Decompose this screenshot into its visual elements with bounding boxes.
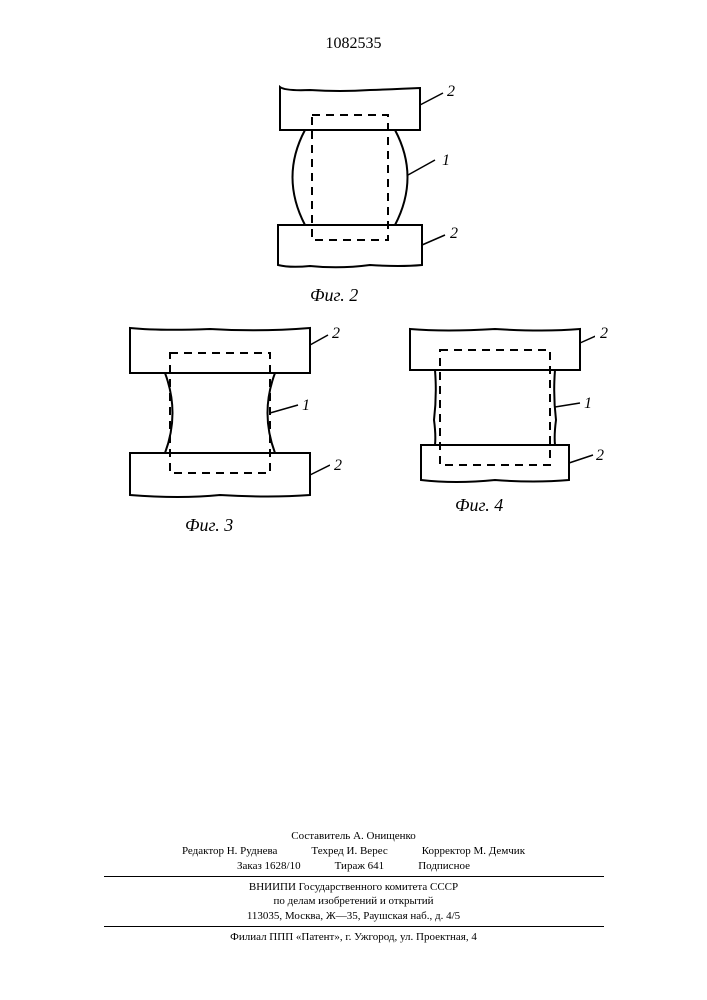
figures-area: 1 2 2 Фиг. 2 1 2 2 Фиг. 3 1 2 — [0, 85, 707, 585]
fig3-label-1: 1 — [302, 397, 310, 415]
fig4-caption: Фиг. 4 — [455, 495, 503, 516]
figure-3 — [120, 325, 330, 515]
fig4-label-2-top: 2 — [600, 325, 608, 343]
imprint-footer: Составитель А. Онищенко Редактор Н. Рудн… — [0, 829, 707, 945]
compiler-line: Составитель А. Онищенко — [0, 829, 707, 844]
fig2-caption: Фиг. 2 — [310, 285, 358, 306]
figure-2 — [250, 85, 450, 285]
addr-line-1: 113035, Москва, Ж—35, Раушская наб., д. … — [247, 910, 460, 922]
figure-4 — [395, 325, 595, 505]
org-line-1: ВНИИПИ Государственного комитета СССР — [249, 881, 458, 893]
order-line: Заказ 1628/10 — [237, 859, 301, 874]
fig2-label-1: 1 — [442, 152, 450, 170]
techred-line: Техред И. Верес — [311, 844, 387, 859]
fig2-label-2-top: 2 — [447, 83, 455, 101]
editor-line: Редактор Н. Руднева — [182, 844, 277, 859]
fig4-label-2-bot: 2 — [596, 447, 604, 465]
tirazh-line: Тираж 641 — [335, 859, 385, 874]
page-number: 1082535 — [0, 35, 707, 53]
footer-divider-2 — [104, 926, 604, 927]
fig3-label-2-bot: 2 — [334, 457, 342, 475]
pod-line: Подписное — [418, 859, 470, 874]
fig4-label-1: 1 — [584, 395, 592, 413]
fig3-caption: Фиг. 3 — [185, 515, 233, 536]
footer-divider-1 — [104, 876, 604, 877]
corrector-line: Корректор М. Демчик — [422, 844, 525, 859]
fig3-label-2-top: 2 — [332, 325, 340, 343]
fig2-label-2-bot: 2 — [450, 225, 458, 243]
addr-line-2: Филиал ППП «Патент», г. Ужгород, ул. Про… — [230, 931, 477, 943]
org-line-2: по делам изобретений и открытий — [273, 895, 433, 907]
